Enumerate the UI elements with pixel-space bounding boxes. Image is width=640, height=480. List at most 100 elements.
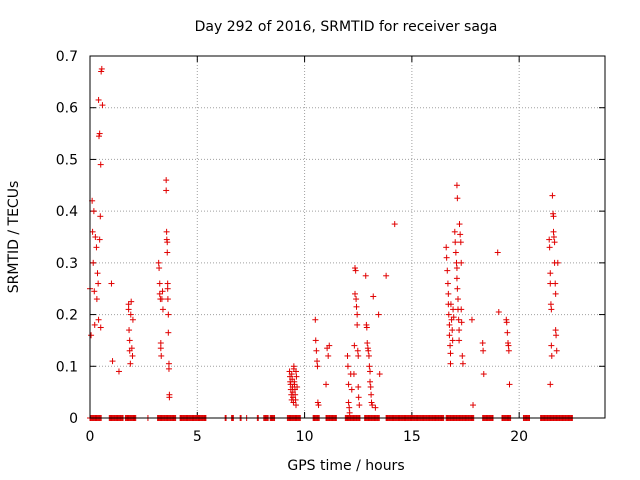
data-point [453, 265, 460, 272]
data-point [391, 221, 398, 228]
data-point [552, 327, 559, 334]
data-point [454, 285, 461, 292]
x-tick-label: 15 [403, 429, 421, 445]
data-point [444, 267, 451, 274]
data-point [362, 272, 369, 279]
data-point [446, 321, 453, 328]
x-tick-label: 20 [510, 429, 528, 445]
data-point [165, 360, 172, 367]
data-point [456, 337, 463, 344]
data-point [446, 332, 453, 339]
data-point [452, 239, 459, 246]
data-point [313, 347, 320, 354]
data-point [348, 386, 355, 393]
data-point [376, 371, 383, 378]
data-point [93, 244, 100, 251]
data-point [88, 332, 95, 339]
data-point [292, 391, 299, 398]
y-axis-label: SRMTID / TECUs [6, 181, 22, 294]
y-tick-label: 0.1 [56, 359, 78, 375]
data-point [552, 290, 559, 297]
data-point [356, 402, 363, 409]
data-point [126, 327, 133, 334]
data-point [164, 249, 171, 256]
x-tick-label: 10 [296, 429, 314, 445]
data-point [546, 244, 553, 251]
data-point [164, 285, 171, 292]
data-point [367, 368, 374, 375]
data-point [126, 337, 133, 344]
data-point [445, 311, 452, 318]
data-point [468, 316, 475, 323]
data-point [546, 236, 553, 243]
data-point [323, 381, 330, 388]
data-point [505, 347, 512, 354]
data-point [125, 306, 132, 313]
data-point [115, 368, 122, 375]
data-point [547, 270, 554, 277]
chart-title: Day 292 of 2016, SRMTID for receiver sag… [195, 19, 498, 35]
data-point [454, 195, 461, 202]
data-point [447, 350, 454, 357]
data-point [364, 340, 371, 347]
data-point [165, 329, 172, 336]
data-point [98, 65, 105, 72]
data-point [365, 352, 372, 359]
data-point [314, 399, 321, 406]
data-point [98, 68, 105, 75]
data-point [312, 337, 319, 344]
data-point [293, 402, 299, 409]
data-point [127, 311, 134, 318]
data-point [344, 352, 351, 359]
y-tick-label: 0.6 [56, 101, 78, 117]
data-point [157, 340, 164, 347]
data-point [92, 234, 99, 240]
y-tick-label: 0.4 [56, 204, 78, 220]
data-point [164, 296, 171, 303]
data-point [164, 239, 171, 246]
data-point [549, 192, 556, 199]
data-point [95, 280, 102, 287]
data-point [447, 360, 454, 367]
data-point [452, 249, 459, 256]
data-point [165, 365, 172, 372]
data-point [129, 316, 136, 323]
data-point [370, 293, 377, 300]
data-point [447, 301, 454, 308]
data-point [505, 342, 512, 349]
data-point [550, 228, 557, 235]
data-point [365, 347, 372, 354]
data-point [547, 381, 554, 388]
data-point [326, 342, 333, 349]
data-point [503, 319, 510, 326]
data-point [548, 306, 555, 313]
data-point [355, 352, 362, 359]
data-point [367, 378, 374, 385]
data-point [547, 301, 554, 308]
data-point [369, 402, 376, 409]
data-point [108, 280, 115, 287]
data-point [128, 298, 135, 305]
x-tick-label: 0 [86, 429, 95, 445]
data-point [95, 96, 102, 103]
data-point [163, 177, 170, 184]
data-point [355, 394, 362, 401]
data-point [470, 402, 477, 409]
data-point [293, 373, 300, 380]
data-point [504, 329, 511, 336]
data-point [453, 275, 460, 282]
data-point [458, 319, 465, 326]
data-point [99, 102, 106, 109]
data-point [159, 306, 166, 313]
y-tick-label: 0.2 [56, 308, 78, 324]
data-point [345, 381, 352, 388]
data-point [346, 409, 353, 416]
x-axis-label: GPS time / hours [287, 458, 404, 474]
data-point [352, 267, 359, 274]
data-point [91, 321, 98, 328]
data-point [350, 371, 357, 378]
data-point [552, 280, 559, 287]
data-point [443, 244, 450, 251]
